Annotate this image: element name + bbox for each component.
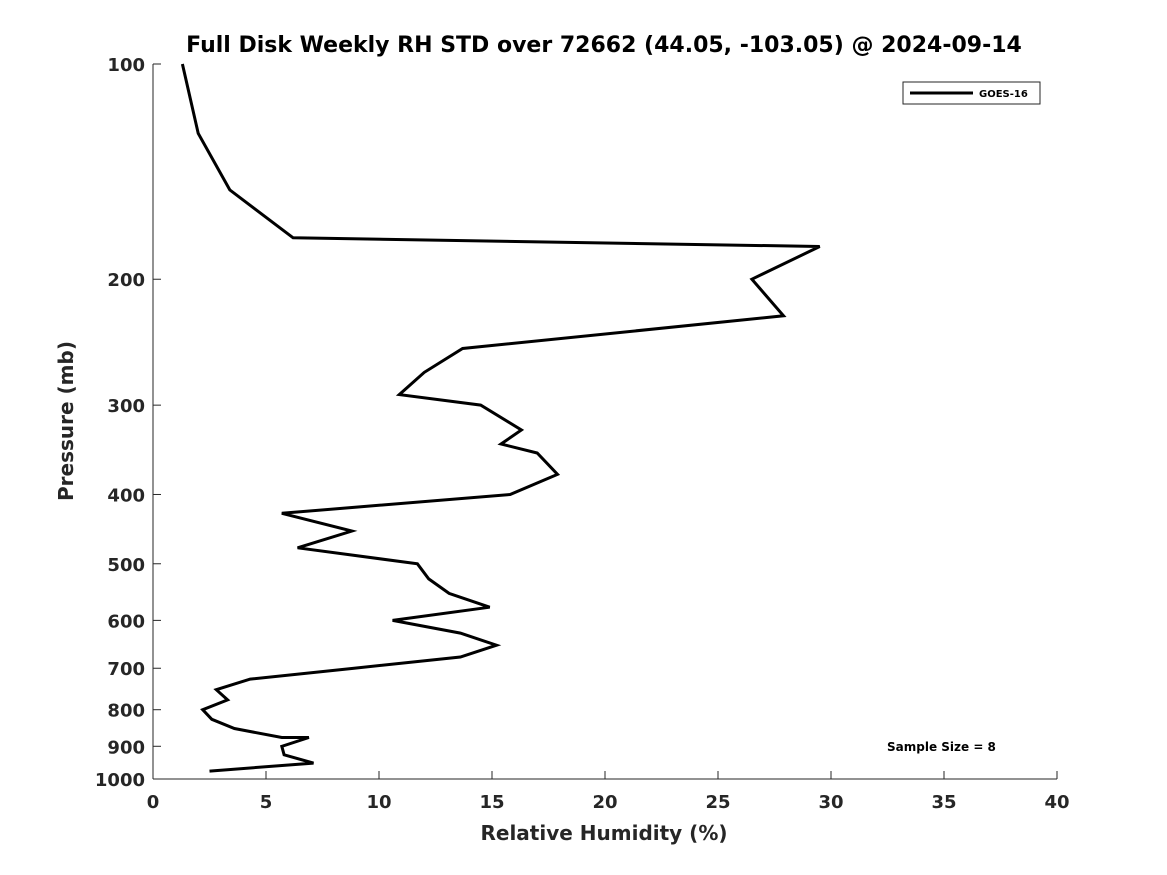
chart-title: Full Disk Weekly RH STD over 72662 (44.0… (186, 33, 1022, 58)
legend: GOES-16 (902, 81, 1041, 105)
y-tick-label: 200 (107, 270, 145, 291)
series-line-goes-16 (180, 63, 821, 773)
x-tick-label: 0 (147, 792, 160, 813)
x-tick-label: 40 (1044, 792, 1069, 813)
sample-size-annotation: Sample Size = 8 (887, 740, 996, 754)
x-axis-label: Relative Humidity (%) (480, 821, 727, 845)
x-tick-label: 25 (705, 792, 730, 813)
y-axis-label: Pressure (mb) (54, 341, 78, 501)
x-tick-label: 5 (260, 792, 273, 813)
y-tick-label: 700 (107, 659, 145, 680)
legend-label: GOES-16 (979, 89, 1028, 100)
x-tick-label: 15 (479, 792, 504, 813)
y-tick-label: 800 (107, 701, 145, 722)
x-tick-label: 35 (931, 792, 956, 813)
y-tick-label: 1000 (95, 770, 145, 791)
y-tick-label: 100 (107, 55, 145, 76)
y-tick-label: 300 (107, 396, 145, 417)
x-axis-ticks: 0 5 10 15 20 25 30 35 40 (147, 771, 1070, 813)
y-tick-label: 400 (107, 485, 145, 506)
series-layer (180, 63, 821, 773)
y-tick-label: 600 (107, 611, 145, 632)
x-tick-label: 10 (366, 792, 391, 813)
y-axis-ticks: 100 200 300 400 500 600 700 800 900 1000 (95, 55, 161, 791)
y-tick-label: 500 (107, 555, 145, 576)
x-tick-label: 30 (818, 792, 843, 813)
y-tick-label: 900 (107, 737, 145, 758)
x-tick-label: 20 (592, 792, 617, 813)
